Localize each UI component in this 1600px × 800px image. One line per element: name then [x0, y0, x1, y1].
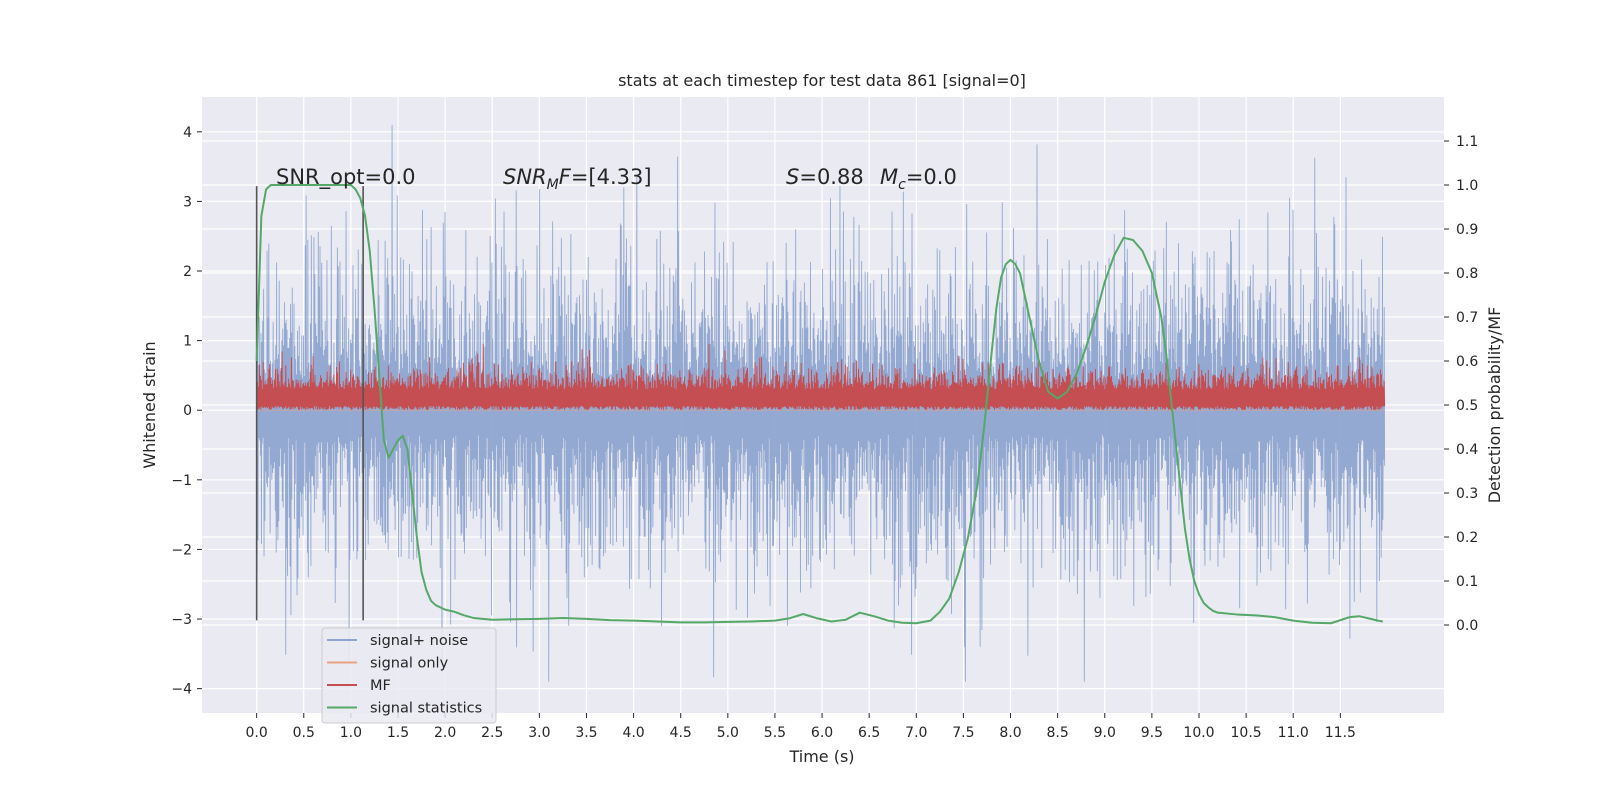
x-tick-label: 4.0 [622, 725, 644, 741]
legend-label: signal only [370, 656, 449, 672]
x-tick-label: 8.0 [999, 725, 1021, 741]
y-right-axis-label: Detection probability/MF [1485, 307, 1504, 504]
x-tick-label: 8.5 [1047, 725, 1069, 741]
x-tick-label: 3.5 [575, 725, 597, 741]
annotation-snr-mf-symbol: SNR [503, 165, 547, 189]
y-right-axis-ticks: 1.1 1.0 0.9 0.8 0.7 0.6 0.5 0.4 0.3 0.2 0.1 0.0 [1444, 134, 1478, 634]
y-right-tick-label: 0.8 [1456, 266, 1478, 282]
annotation-snr-mf-subscript: M [547, 177, 559, 193]
y-left-tick-label: 2 [183, 264, 192, 280]
annotation-snr-mf-symbol2: F [559, 165, 572, 189]
x-tick-label: 0.0 [246, 725, 268, 741]
x-tick-label: 5.5 [764, 725, 786, 741]
annotations: SNR_opt=0.0 SNRMF=[4.33] S=0.88 Mc=0.0 [276, 165, 957, 193]
x-tick-label: 11.5 [1325, 725, 1356, 741]
y-right-tick-label: 0.2 [1456, 530, 1478, 546]
y-left-tick-label: 4 [183, 125, 192, 141]
annotation-mc: Mc=0.0 [880, 165, 957, 193]
chart-title: stats at each timestep for test data 861… [618, 71, 1026, 90]
y-right-tick-label: 0.1 [1456, 574, 1478, 590]
y-left-tick-label: −2 [171, 542, 192, 558]
legend-box [321, 627, 497, 724]
x-tick-label: 7.5 [952, 725, 974, 741]
y-right-tick-label: 0.3 [1456, 486, 1478, 502]
y-right-tick-label: 0.9 [1456, 222, 1478, 238]
x-tick-label: 9.5 [1141, 725, 1163, 741]
mf-series [256, 344, 1386, 411]
signal-statistics-series [255, 184, 1383, 625]
x-tick-label: 7.0 [905, 725, 927, 741]
y-left-tick-label: −3 [171, 612, 192, 628]
annotation-mc-value: =0.0 [906, 165, 957, 189]
legend: signal+ noise signal only MF signal statist… [321, 627, 497, 724]
y-right-tick-label: 0.6 [1456, 354, 1478, 370]
y-right-tick-label: 1.0 [1456, 178, 1478, 194]
x-tick-label: 2.0 [434, 725, 456, 741]
y-right-tick-label: 0.7 [1456, 310, 1478, 326]
legend-label: signal+ noise [370, 633, 468, 649]
annotation-snr-mf: SNRMF=[4.33] [503, 165, 652, 193]
legend-label: MF [370, 678, 391, 694]
annotation-s-symbol: S [786, 165, 799, 189]
y-left-tick-label: 3 [183, 194, 192, 210]
x-tick-label: 10.5 [1231, 725, 1262, 741]
annotation-mc-subscript: c [898, 177, 906, 193]
x-tick-label: 11.0 [1278, 725, 1309, 741]
annotation-s-value: =0.88 [799, 165, 863, 189]
y-left-tick-label: 1 [183, 334, 192, 350]
x-axis-label: Time (s) [788, 747, 854, 766]
annotation-snr-opt: SNR_opt=0.0 [276, 165, 416, 190]
y-left-tick-label: 0 [183, 403, 192, 419]
x-tick-label: 10.0 [1183, 725, 1214, 741]
x-tick-label: 5.0 [717, 725, 739, 741]
x-tick-label: 6.0 [811, 725, 833, 741]
y-left-tick-label: −1 [171, 473, 192, 489]
x-tick-label: 6.5 [858, 725, 880, 741]
y-right-tick-label: 0.5 [1456, 398, 1478, 414]
legend-label: signal statistics [370, 701, 482, 717]
annotation-mc-symbol: M [880, 165, 898, 189]
y-right-tick-label: 0.0 [1456, 618, 1478, 634]
y-right-tick-label: 0.4 [1456, 442, 1478, 458]
mf-line [256, 344, 1386, 411]
x-axis-ticks: 0.0 0.5 1.0 1.5 2.0 2.5 3.0 3.5 4.0 4.5 5.0 5.5 6.0 6… [246, 713, 1356, 741]
annotation-s: S=0.88 [786, 165, 864, 189]
x-tick-label: 3.0 [528, 725, 550, 741]
vertical-markers [255, 186, 364, 621]
y-left-tick-label: −4 [171, 682, 192, 698]
x-tick-label: 0.5 [293, 725, 315, 741]
x-tick-label: 4.5 [670, 725, 692, 741]
x-tick-label: 2.5 [481, 725, 503, 741]
annotation-snr-mf-value: =[4.33] [571, 165, 652, 189]
x-tick-label: 1.5 [387, 725, 409, 741]
y-left-axis-label: Whitened strain [140, 341, 159, 468]
signal-statistics-line [255, 184, 1383, 625]
x-tick-label: 9.0 [1094, 725, 1116, 741]
y-right-tick-label: 1.1 [1456, 134, 1478, 150]
x-tick-label: 1.0 [340, 725, 362, 741]
y-left-axis-ticks: 4 3 2 1 0 −1 −2 −3 −4 [171, 125, 202, 698]
